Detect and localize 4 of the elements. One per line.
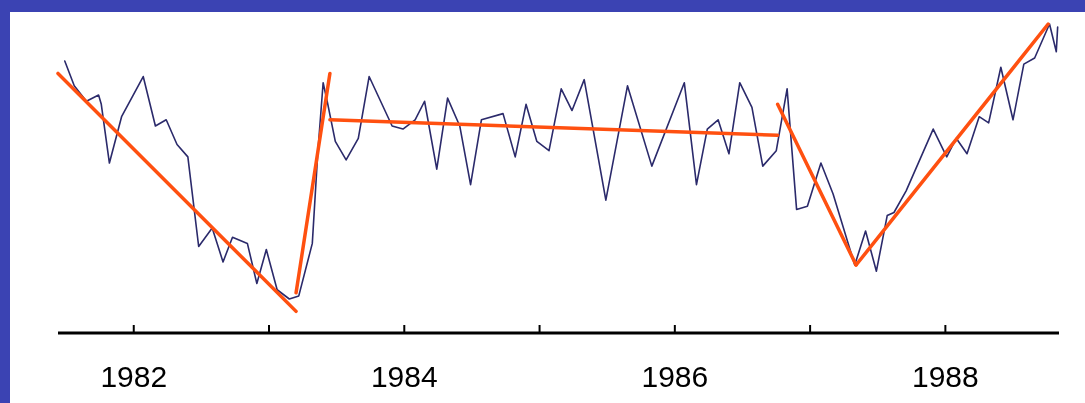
x-tick-label: 1986 xyxy=(641,360,709,393)
x-tick-label: 1982 xyxy=(100,360,168,393)
x-tick-label: 1988 xyxy=(912,360,979,393)
x-tick-label: 1984 xyxy=(370,360,438,393)
